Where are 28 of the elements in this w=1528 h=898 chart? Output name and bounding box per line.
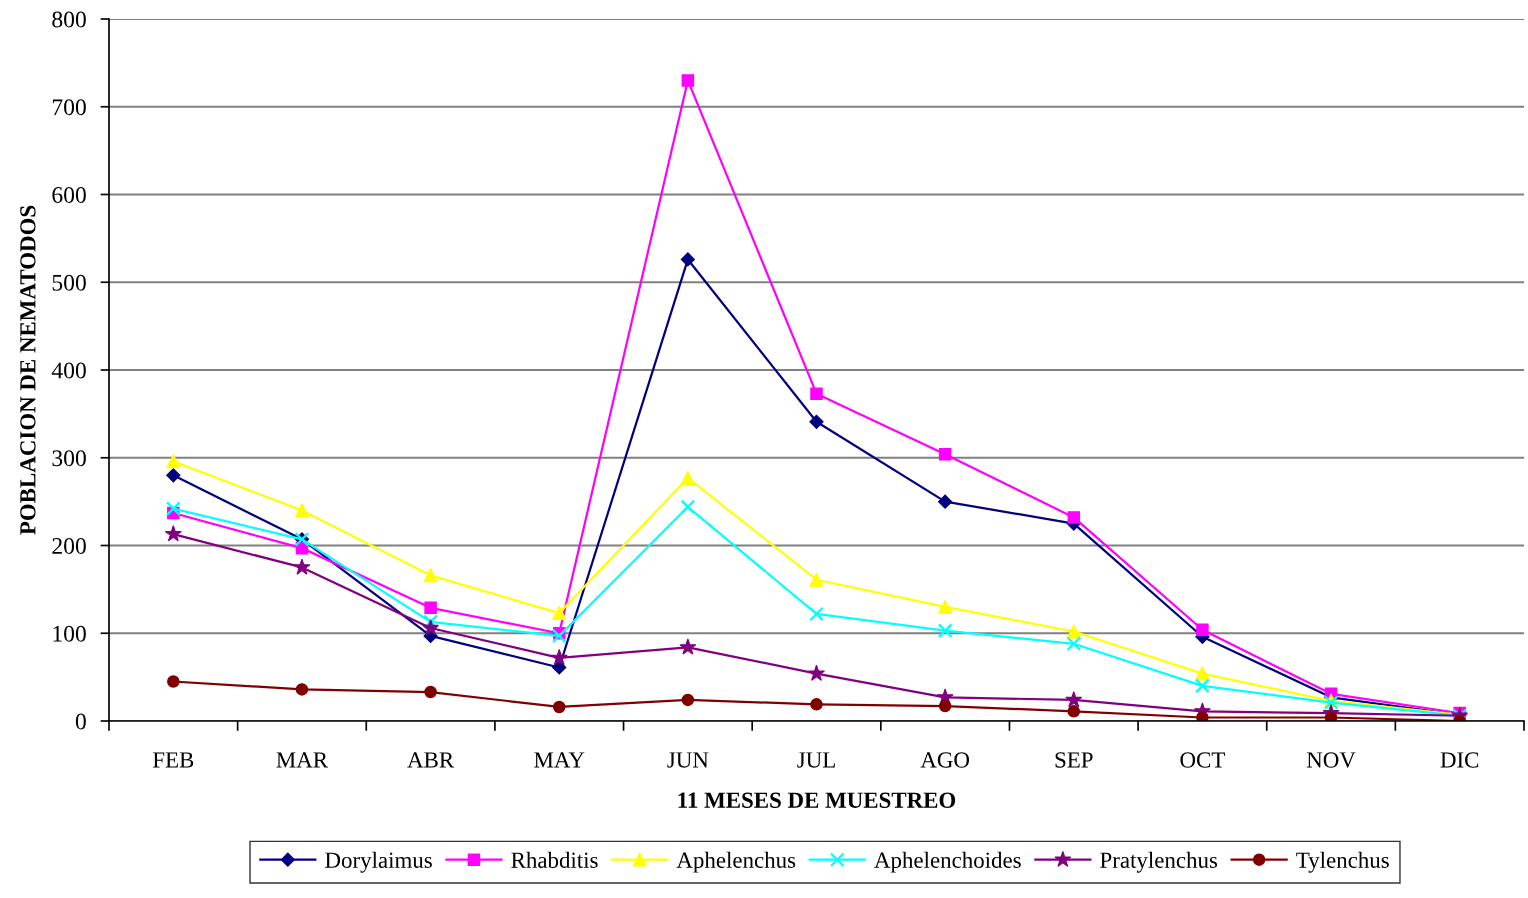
- x-tick-label: OCT: [1180, 752, 1225, 768]
- x-tick-label: SEP: [1055, 752, 1093, 768]
- y-tick-label: 700: [52, 99, 86, 116]
- x-axis-title: 11 MESES DE MUESTREO: [678, 792, 956, 808]
- legend-label: Aphelenchoides: [874, 851, 1021, 873]
- legend-label: Pratylenchus: [1100, 851, 1218, 873]
- y-tick-label: 400: [51, 362, 86, 379]
- x-tick-label: DIC: [1440, 752, 1479, 768]
- legend-label: Aphelenchus: [676, 851, 796, 873]
- y-tick-label: 800: [52, 11, 86, 28]
- y-tick-label: 500: [52, 274, 86, 291]
- x-tick-label: FEB: [152, 752, 194, 768]
- x-tick-label: JUL: [797, 752, 835, 768]
- y-tick-label: 200: [52, 537, 86, 554]
- x-tick-label: NOV: [1306, 752, 1356, 768]
- x-tick-label: JUN: [667, 752, 709, 768]
- legend-label: Rhabditis: [511, 851, 598, 868]
- x-tick-label: AGO: [920, 752, 970, 768]
- legend-label: Dorylaimus: [325, 851, 432, 873]
- y-tick-label: 100: [53, 625, 86, 642]
- x-tick-label: MAR: [276, 752, 329, 768]
- y-tick-label: 600: [52, 186, 86, 203]
- x-tick-label: MAY: [534, 752, 585, 768]
- x-tick-label: ABR: [407, 752, 455, 768]
- legend-label: Tylenchus: [1296, 851, 1389, 873]
- y-tick-label: 0: [75, 713, 86, 730]
- y-axis-title: POBLACION DE NEMATODOS: [20, 205, 36, 535]
- y-tick-label: 300: [52, 450, 86, 467]
